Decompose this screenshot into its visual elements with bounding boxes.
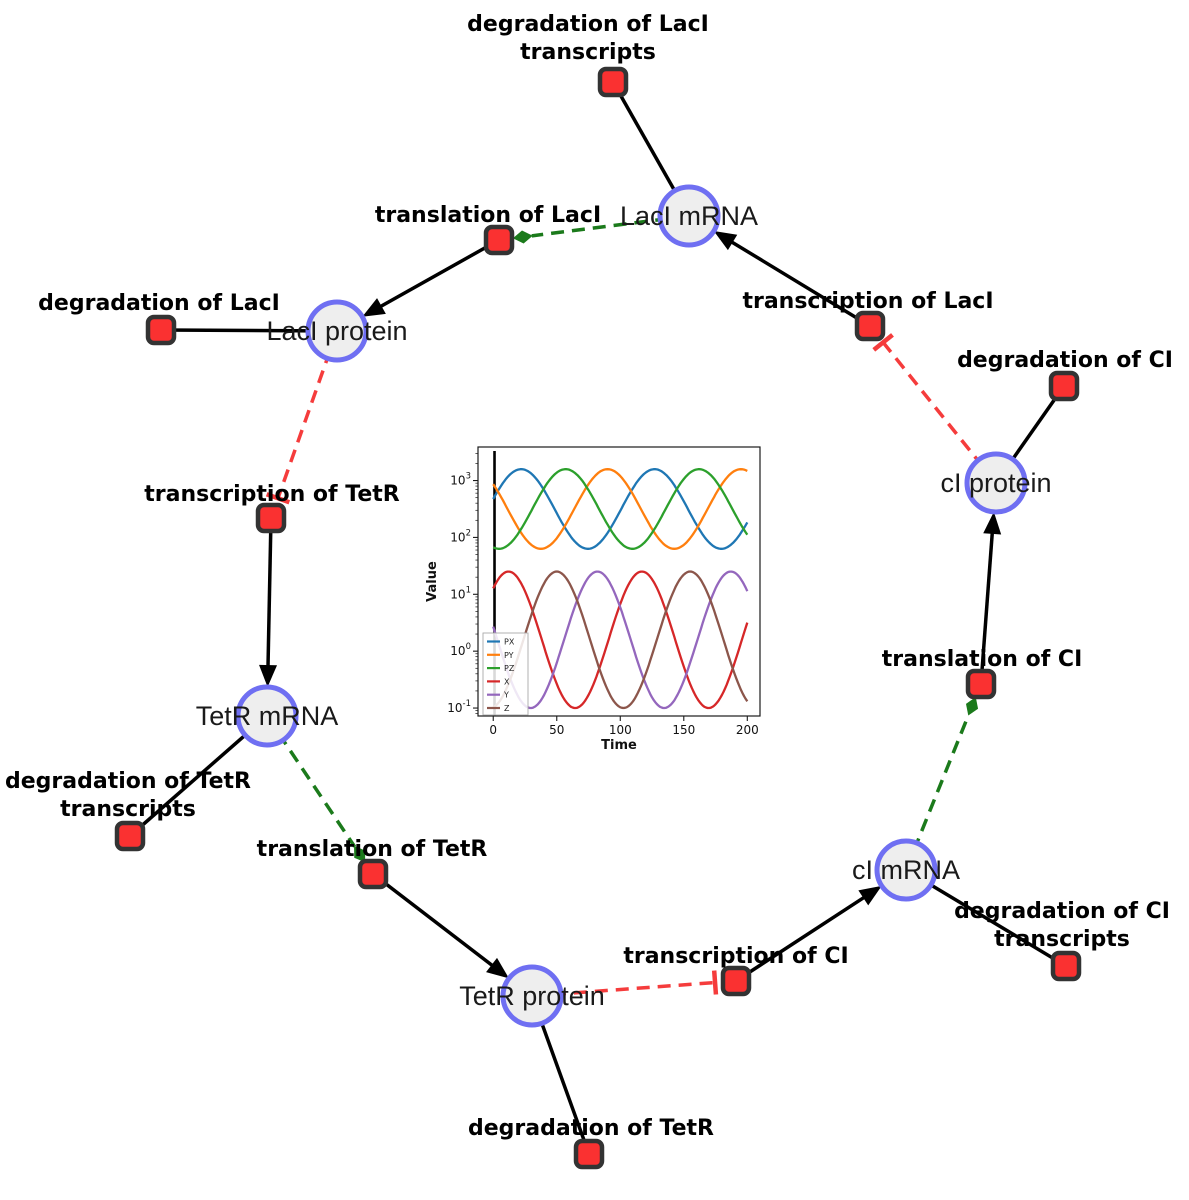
reaction-node-tl_lacI[interactable] [483, 224, 515, 256]
reaction-node-tl_cI[interactable] [965, 668, 997, 700]
species-node-tetR_protein[interactable] [500, 964, 564, 1028]
reaction-node-tc_tetR[interactable] [255, 502, 287, 534]
species-node-cI_protein[interactable] [964, 451, 1028, 515]
reaction-label-tc_tetR: transcription of TetR [144, 482, 400, 507]
reaction-node-tc_lacI[interactable] [854, 310, 886, 342]
reaction-label-deg_cI: degradation of CI [957, 348, 1173, 373]
series-PY [492, 468, 748, 550]
reaction-label-deg_tetR_tx: transcripts [60, 797, 196, 822]
reaction-label-tc_lacI: transcription of LacI [742, 289, 993, 314]
reaction-label-deg_lacI_tx: transcripts [520, 40, 656, 65]
species-node-cI_mRNA[interactable] [874, 838, 938, 902]
edge-tc_cI-cI_mRNA [735, 895, 866, 983]
legend-label-Z: Z [504, 704, 510, 713]
species-label-tetR_protein: TetR protein [459, 981, 605, 1011]
reaction-label-deg_lacI_tx: degradation of LacI [467, 12, 709, 37]
y-tick-label: 100 [450, 642, 471, 658]
series-PZ [492, 468, 749, 550]
species-label-tetR_mRNA: TetR mRNA [196, 701, 339, 731]
edge-lacI_protein-tc_tetR-tbar [265, 492, 291, 505]
x-tick-label: 200 [736, 723, 759, 737]
series-PX [492, 468, 749, 550]
edge-tl_lacI-lacI_protein-arrowhead [362, 298, 386, 317]
x-axis-label: Time [601, 738, 637, 753]
reaction-label-deg_cI_tx: degradation of CI [954, 899, 1170, 924]
reaction-node-deg_tetR_tx[interactable] [114, 820, 146, 852]
edge-tl_tetR-tetR_protein-arrowhead [486, 957, 509, 979]
species-label-lacI_protein: LacI protein [266, 316, 407, 346]
nodes-layer [114, 66, 1082, 1170]
reaction-node-tc_cI[interactable] [720, 965, 752, 997]
reaction-label-tl_cI: translation of CI [882, 647, 1083, 672]
series-Y [492, 570, 749, 710]
y-axis-label: Value [425, 561, 440, 602]
edge-tc_lacI-lacI_mRNA [729, 239, 871, 328]
edge-tc_lacI-lacI_mRNA-arrowhead [713, 231, 738, 251]
edge-cI_mRNA-tl_cI-arrowhead [965, 696, 979, 716]
x-tick-label: 100 [609, 723, 632, 737]
reaction-label-tc_cI: transcription of CI [623, 944, 848, 969]
reaction-node-deg_tetR[interactable] [573, 1138, 605, 1170]
reaction-label-deg_lacI: degradation of LacI [38, 291, 280, 316]
reaction-node-deg_cI[interactable] [1048, 370, 1080, 402]
x-tick-label: 0 [489, 723, 497, 737]
edge-tetR_protein-tc_cI-tbar [711, 970, 719, 995]
reaction-label-tl_lacI: translation of LacI [375, 203, 601, 228]
edge-tetR_mRNA-tl_tetR-arrowhead [354, 845, 366, 863]
legend-label-X: X [504, 677, 510, 686]
species-node-tetR_mRNA[interactable] [235, 684, 299, 748]
reaction-node-deg_lacI[interactable] [145, 314, 177, 346]
edge-lacI_mRNA-tl_lacI-arrowhead [512, 230, 533, 244]
labels-layer: degradation of LacI transcripts translatio… [5, 12, 1173, 1141]
y-tick-label: 103 [450, 472, 471, 488]
reaction-node-deg_cI_tx[interactable] [1050, 950, 1082, 982]
x-tick-label: 50 [549, 723, 564, 737]
reaction-label-deg_cI_tx: transcripts [994, 927, 1130, 952]
x-tick-label: 150 [672, 723, 695, 737]
y-tick-label: 102 [450, 528, 471, 544]
legend-box [482, 632, 529, 716]
legend-label-PY: PY [504, 651, 514, 660]
edge-tc_tetR-tetR_mRNA-arrowhead [259, 664, 278, 688]
legend-label-PZ: PZ [504, 664, 515, 673]
y-tick-label: 101 [450, 585, 471, 601]
reaction-label-deg_tetR_tx: degradation of TetR [5, 769, 251, 794]
edge-tl_cI-cI_protein [979, 531, 995, 685]
series-Z [492, 570, 749, 710]
series-X [492, 570, 749, 710]
edge-tc_cI-cI_mRNA-arrowhead [858, 885, 882, 906]
legend-label-PX: PX [504, 638, 515, 647]
reaction-node-tl_tetR[interactable] [357, 858, 389, 890]
edge-tc_tetR-tetR_mRNA [266, 517, 273, 668]
species-node-lacI_protein[interactable] [305, 299, 369, 363]
y-tick-label: 10-1 [447, 699, 471, 715]
reaction-node-deg_lacI_tx[interactable] [597, 66, 629, 98]
edge-tl_cI-cI_protein-arrowhead [983, 511, 1002, 535]
reaction-label-tl_tetR: translation of TetR [257, 837, 488, 862]
edge-tl_tetR-tetR_protein [371, 872, 495, 968]
legend-label-Y: Y [503, 691, 509, 700]
edge-tl_lacI-lacI_protein [378, 238, 500, 309]
species-label-lacI_mRNA: LacI mRNA [620, 201, 758, 231]
species-label-cI_protein: cI protein [940, 468, 1051, 498]
species-label-cI_mRNA: cI mRNA [852, 855, 960, 885]
simulation-inset-chart: 0 50 100 150 200 10-1 100 101 102 103 Time Value PX P… [425, 446, 761, 753]
plot-frame [477, 446, 761, 717]
edge-cI_protein-tc_lacI-tbar [872, 333, 894, 352]
reaction-label-deg_tetR: degradation of TetR [468, 1116, 714, 1141]
species-node-lacI_mRNA[interactable] [657, 184, 721, 248]
